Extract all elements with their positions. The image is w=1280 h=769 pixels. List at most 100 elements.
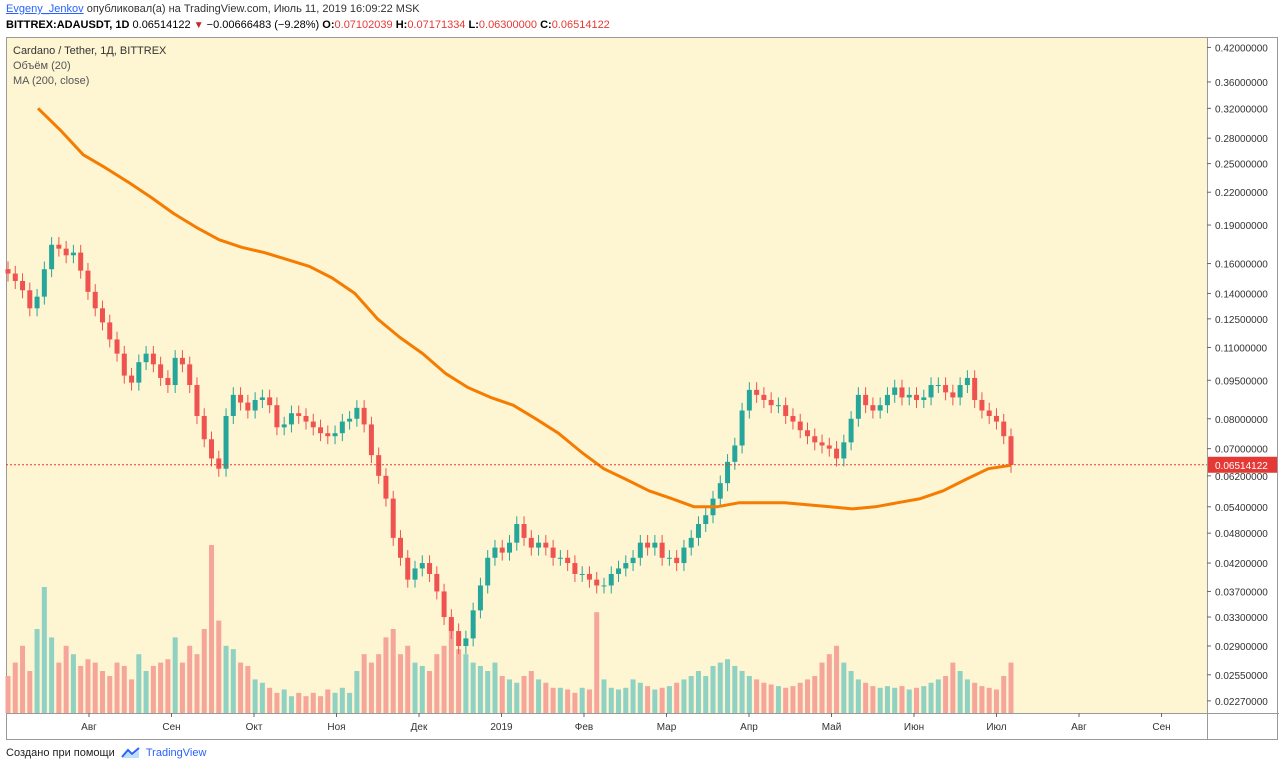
volume-bar [804, 679, 810, 713]
candle [870, 405, 876, 411]
volume-bar [339, 687, 345, 713]
volume-bar [209, 545, 215, 713]
candle [1001, 421, 1007, 437]
candle [230, 394, 236, 416]
volume-bar [979, 686, 985, 713]
volume-bar [274, 692, 280, 713]
candle [986, 410, 992, 416]
candle [441, 591, 447, 618]
volume-bar [492, 662, 498, 713]
volume-legend: Объём (20) [13, 60, 71, 72]
volume-bar [63, 645, 69, 713]
candle [310, 421, 316, 428]
candle [834, 448, 840, 459]
candle [238, 394, 244, 403]
volume-bar [870, 686, 876, 713]
candle [855, 394, 861, 419]
volume-bar [121, 665, 127, 713]
candle [790, 415, 796, 422]
x-tick-label: Май [822, 722, 842, 733]
volume-bar [405, 645, 411, 713]
candle [63, 248, 69, 256]
y-tick-label: 0.09500000 [1215, 376, 1268, 387]
volume-bar [49, 637, 55, 713]
candle [114, 339, 120, 354]
x-tick-label: Сен [1152, 722, 1170, 733]
candle [746, 389, 752, 411]
candle [456, 631, 462, 646]
published-text: опубликовал(а) на TradingView.com, Июль … [86, 3, 420, 15]
candle [427, 563, 433, 574]
volume-bar [935, 679, 941, 713]
candle [267, 397, 273, 406]
volume-bar [419, 665, 425, 713]
volume-bar [921, 686, 927, 713]
open-value: 0.07102039 [334, 19, 393, 31]
volume-bar [412, 662, 418, 713]
candle [884, 394, 890, 406]
candle [826, 445, 832, 449]
volume-bar [470, 662, 476, 713]
volume-bar [884, 686, 890, 713]
candle [34, 296, 40, 309]
candle [935, 385, 941, 387]
volume-bar [586, 689, 592, 713]
candle [848, 418, 854, 443]
volume-bar [950, 662, 956, 713]
volume-bar [223, 645, 229, 713]
candle [557, 557, 563, 559]
candle [27, 290, 33, 309]
volume-bar [485, 671, 491, 713]
tradingview-brand[interactable]: TradingView [145, 747, 207, 759]
volume-bar [252, 679, 258, 713]
candle [623, 563, 629, 569]
candle [92, 291, 98, 309]
volume-bar [645, 686, 651, 713]
volume-bar [136, 654, 142, 713]
volume-bar [812, 676, 818, 713]
volume-bar [325, 689, 331, 713]
volume-bar [107, 676, 113, 713]
y-tick-label: 0.36000000 [1215, 78, 1268, 89]
y-tick-label: 0.02900000 [1215, 642, 1268, 653]
candle [99, 308, 105, 323]
candle [739, 410, 745, 446]
candle [979, 399, 985, 411]
volume-bar [906, 689, 912, 713]
candle [303, 415, 309, 422]
candle [485, 557, 491, 586]
candle [579, 573, 585, 575]
y-tick-label: 0.12500000 [1215, 315, 1268, 326]
volume-bar [78, 665, 84, 713]
candle [972, 377, 978, 400]
candle [136, 362, 142, 383]
volume-bar [637, 682, 643, 713]
volume-bar [841, 662, 847, 713]
volume-bar [572, 692, 578, 713]
volume-bar [710, 665, 716, 713]
candle [768, 399, 774, 406]
author-link[interactable]: Evgeny_Jenkov [6, 3, 84, 15]
candle [659, 542, 665, 558]
x-tick-label: Июл [986, 722, 1006, 733]
volume-bar [456, 649, 462, 713]
volume-bar [928, 682, 934, 713]
volume-bar [717, 662, 723, 713]
volume-bar [899, 686, 905, 713]
candle [49, 244, 55, 270]
volume-bar [681, 679, 687, 713]
candle [252, 399, 258, 411]
volume-bar [848, 671, 854, 713]
footer: Создано при помощи TradingView [6, 747, 206, 759]
candle [652, 542, 658, 548]
candle [703, 515, 709, 525]
candle [376, 455, 382, 476]
volume-bar [732, 665, 738, 713]
x-tick-label: Ноя [327, 722, 345, 733]
volume-bar [448, 620, 454, 713]
candle [514, 524, 520, 543]
candle [812, 436, 818, 443]
candle [434, 573, 440, 592]
volume-bar [114, 662, 120, 713]
